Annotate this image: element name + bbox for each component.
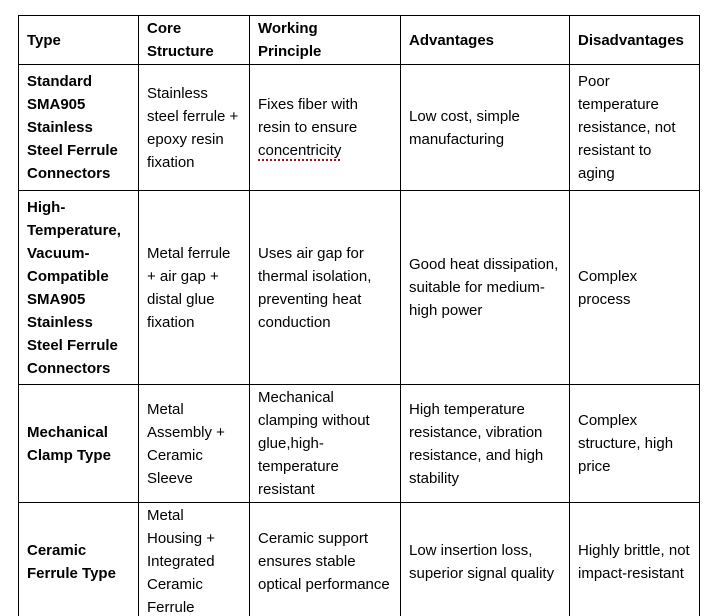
table-row: Ceramic Ferrule Type Metal Housing + Int… <box>18 502 700 616</box>
table-row: Standard SMA905 Stainless Steel Ferrule … <box>18 64 700 191</box>
working-principle-text: Fixes fiber with resin to ensure <box>258 96 359 136</box>
cell-disadvantages: Complex process <box>569 190 700 385</box>
cell-disadvantages: Highly brittle, not impact-resistant <box>569 502 700 616</box>
cell-type: High-Temperature, Vacuum-Compatible SMA9… <box>18 190 139 385</box>
table-row: Mechanical Clamp Type Metal Assembly + C… <box>18 384 700 503</box>
header-row: Type Core Structure Working Principle Ad… <box>18 15 700 65</box>
cell-core-structure: Metal Assembly + Ceramic Sleeve <box>138 384 250 503</box>
cell-type: Mechanical Clamp Type <box>18 384 139 503</box>
cell-advantages: Low insertion loss, superior signal qual… <box>400 502 570 616</box>
table-row: High-Temperature, Vacuum-Compatible SMA9… <box>18 190 700 385</box>
connector-comparison-table: Type Core Structure Working Principle Ad… <box>18 15 700 616</box>
cell-advantages: Good heat dissipation, suitable for medi… <box>400 190 570 385</box>
cell-working-principle: Fixes fiber with resin to ensure concent… <box>249 64 401 191</box>
cell-disadvantages: Poor temperature resistance, not resista… <box>569 64 700 191</box>
cell-advantages: High temperature resistance, vibration r… <box>400 384 570 503</box>
header-disadvantages: Disadvantages <box>569 15 700 65</box>
cell-advantages: Low cost, simple manufacturing <box>400 64 570 191</box>
cell-type: Ceramic Ferrule Type <box>18 502 139 616</box>
header-working-principle: Working Principle <box>249 15 401 65</box>
cell-type: Standard SMA905 Stainless Steel Ferrule … <box>18 64 139 191</box>
cell-core-structure: Metal ferrule + air gap + distal glue fi… <box>138 190 250 385</box>
spellchecked-word: concentricity <box>258 142 342 159</box>
header-core-structure: Core Structure <box>138 15 250 65</box>
cell-working-principle: Mechanical clamping without glue,high-te… <box>249 384 401 503</box>
cell-working-principle: Uses air gap for thermal isolation, prev… <box>249 190 401 385</box>
cell-working-principle: Ceramic support ensures stable optical p… <box>249 502 401 616</box>
cell-disadvantages: Complex structure, high price <box>569 384 700 503</box>
header-type: Type <box>18 15 139 65</box>
cell-core-structure: Metal Housing + Integrated Ceramic Ferru… <box>138 502 250 616</box>
header-advantages: Advantages <box>400 15 570 65</box>
cell-core-structure: Stainless steel ferrule + epoxy resin fi… <box>138 64 250 191</box>
